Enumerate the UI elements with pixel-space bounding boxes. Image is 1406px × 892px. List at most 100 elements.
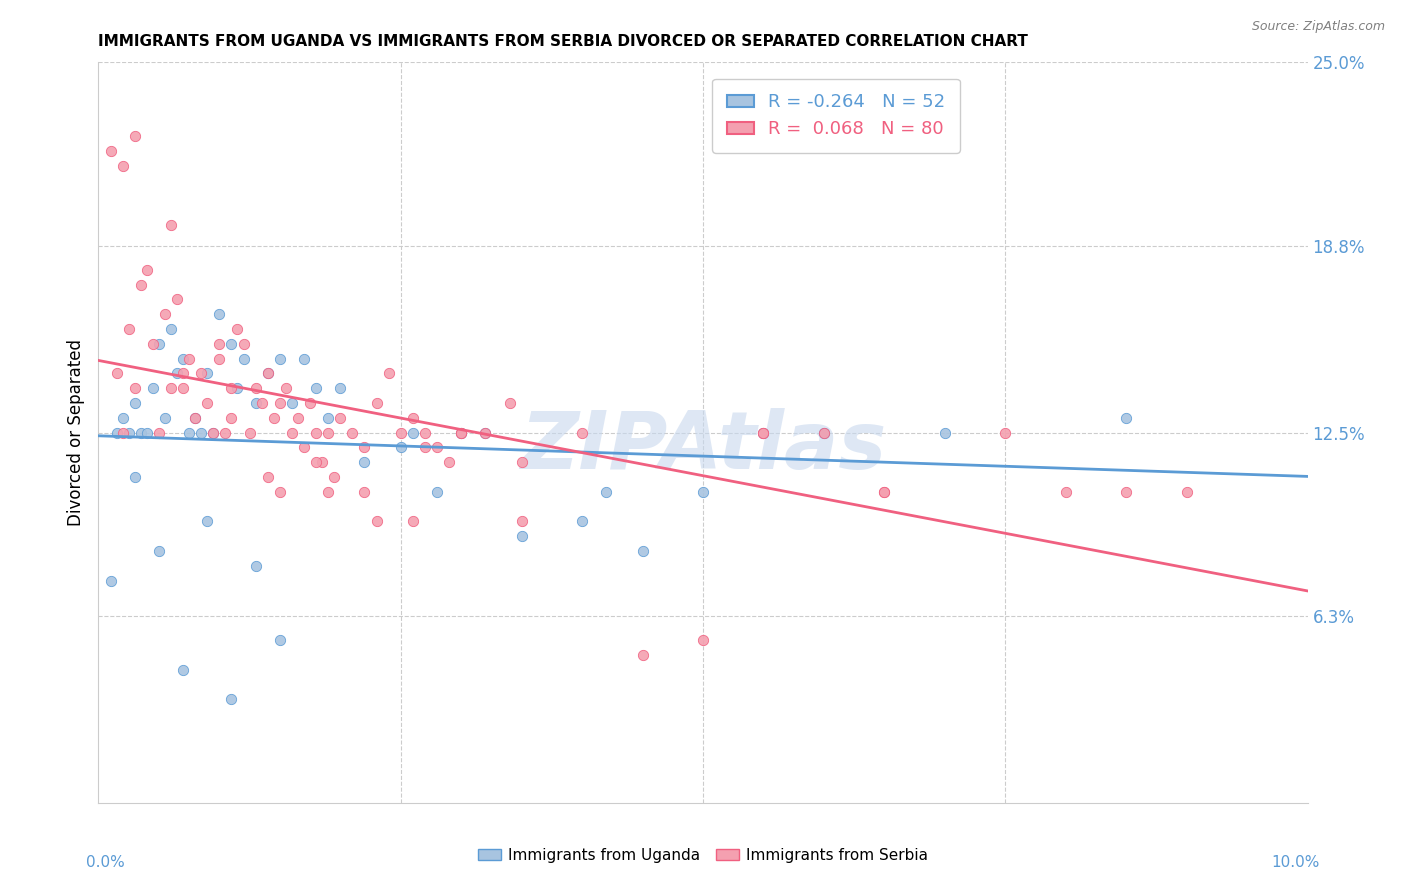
Point — [256, 470, 278, 484]
Point — [118, 425, 141, 440]
Point — [299, 396, 322, 410]
Point — [263, 410, 285, 425]
Point — [172, 351, 194, 366]
Point — [172, 663, 194, 677]
Point — [135, 425, 157, 440]
Point — [450, 425, 472, 440]
Point — [1175, 484, 1198, 499]
Point — [269, 484, 291, 499]
Point — [631, 544, 654, 558]
Point — [214, 425, 236, 440]
Point — [813, 425, 835, 440]
Point — [100, 145, 122, 159]
Point — [450, 425, 472, 440]
Point — [292, 351, 315, 366]
Point — [873, 484, 896, 499]
Point — [366, 515, 388, 529]
Point — [256, 367, 278, 381]
Point — [232, 336, 254, 351]
Point — [329, 381, 352, 395]
Text: 0.0%: 0.0% — [86, 855, 125, 870]
Text: Source: ZipAtlas.com: Source: ZipAtlas.com — [1251, 20, 1385, 33]
Point — [221, 410, 243, 425]
Point — [250, 396, 273, 410]
Point — [256, 367, 278, 381]
Point — [226, 381, 249, 395]
Text: ZIPAtlas: ZIPAtlas — [520, 409, 886, 486]
Point — [160, 219, 183, 233]
Point — [1115, 484, 1137, 499]
Point — [142, 336, 165, 351]
Point — [413, 425, 436, 440]
Point — [1115, 410, 1137, 425]
Point — [305, 425, 328, 440]
Point — [426, 441, 449, 455]
Point — [752, 425, 775, 440]
Point — [184, 410, 207, 425]
Point — [245, 381, 267, 395]
Point — [329, 410, 352, 425]
Point — [202, 425, 225, 440]
Point — [274, 381, 297, 395]
Point — [129, 277, 152, 292]
Point — [316, 484, 339, 499]
Point — [426, 484, 449, 499]
Text: 10.0%: 10.0% — [1271, 855, 1320, 870]
Point — [124, 381, 146, 395]
Point — [389, 441, 412, 455]
Point — [752, 425, 775, 440]
Point — [153, 307, 176, 321]
Point — [281, 396, 304, 410]
Point — [595, 484, 617, 499]
Point — [221, 336, 243, 351]
Point — [195, 367, 218, 381]
Point — [269, 632, 291, 647]
Point — [129, 425, 152, 440]
Point — [166, 293, 188, 307]
Point — [510, 515, 533, 529]
Point — [208, 336, 231, 351]
Point — [813, 425, 835, 440]
Point — [450, 425, 472, 440]
Point — [202, 425, 225, 440]
Point — [160, 381, 183, 395]
Point — [166, 367, 188, 381]
Point — [172, 381, 194, 395]
Point — [413, 441, 436, 455]
Point — [510, 529, 533, 543]
Point — [221, 381, 243, 395]
Point — [105, 425, 128, 440]
Point — [402, 410, 425, 425]
Point — [311, 455, 333, 469]
Point — [172, 367, 194, 381]
Point — [195, 515, 218, 529]
Text: IMMIGRANTS FROM UGANDA VS IMMIGRANTS FROM SERBIA DIVORCED OR SEPARATED CORRELATI: IMMIGRANTS FROM UGANDA VS IMMIGRANTS FRO… — [98, 34, 1028, 49]
Point — [208, 307, 231, 321]
Point — [124, 129, 146, 144]
Y-axis label: Divorced or Separated: Divorced or Separated — [66, 339, 84, 526]
Point — [353, 441, 375, 455]
Point — [571, 425, 593, 440]
Point — [226, 322, 249, 336]
Point — [239, 425, 262, 440]
Point — [305, 455, 328, 469]
Point — [366, 396, 388, 410]
Point — [184, 410, 207, 425]
Point — [190, 425, 212, 440]
Point — [245, 558, 267, 573]
Point — [437, 455, 460, 469]
Point — [179, 351, 201, 366]
Point — [474, 425, 496, 440]
Point — [269, 351, 291, 366]
Point — [389, 425, 412, 440]
Point — [118, 322, 141, 336]
Point — [1054, 484, 1077, 499]
Point — [142, 381, 165, 395]
Point — [631, 648, 654, 662]
Point — [692, 632, 714, 647]
Point — [148, 425, 170, 440]
Point — [111, 425, 134, 440]
Point — [377, 367, 399, 381]
Point — [190, 367, 212, 381]
Point — [692, 484, 714, 499]
